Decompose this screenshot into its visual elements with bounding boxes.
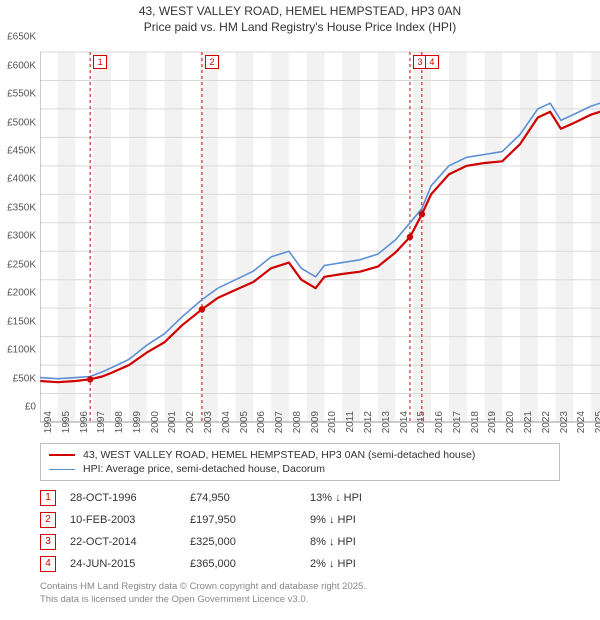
x-tick-label: 2017 [452, 411, 463, 433]
x-tick-label: 2021 [523, 411, 534, 433]
sale-list: 1 28-OCT-1996£74,95013% ↓ HPI 2 10-FEB-2003… [40, 487, 560, 575]
x-tick-label: 2000 [150, 411, 161, 433]
legend-label: HPI: Average price, semi-detached house,… [83, 463, 325, 475]
sale-date: 10-FEB-2003 [70, 514, 190, 526]
license-text: Contains HM Land Registry data © Crown c… [40, 581, 560, 606]
x-tick-label: 2024 [576, 411, 587, 433]
title-line-2: Price paid vs. HM Land Registry's House … [8, 20, 592, 36]
x-tick-label: 2023 [559, 411, 570, 433]
sale-delta-vs-hpi: 13% ↓ HPI [310, 492, 430, 504]
y-tick-label: £600K [7, 60, 36, 71]
x-tick-label: 2009 [310, 411, 321, 433]
y-tick-label: £300K [7, 231, 36, 242]
x-tick-label: 2006 [256, 411, 267, 433]
x-tick-label: 2013 [381, 411, 392, 433]
x-tick-label: 2014 [399, 411, 410, 433]
x-tick-label: 2004 [221, 411, 232, 433]
y-tick-label: £250K [7, 259, 36, 270]
x-tick-label: 1994 [43, 411, 54, 433]
x-tick-label: 1995 [61, 411, 72, 433]
x-tick-label: 2015 [416, 411, 427, 433]
sale-date: 24-JUN-2015 [70, 558, 190, 570]
sale-row: 1 28-OCT-1996£74,95013% ↓ HPI [40, 487, 560, 509]
sale-index-badge: 1 [40, 490, 56, 506]
legend-swatch [49, 454, 75, 456]
x-tick-label: 2012 [363, 411, 374, 433]
x-tick-label: 2011 [345, 411, 356, 433]
x-tick-label: 1998 [114, 411, 125, 433]
x-tick-label: 2003 [203, 411, 214, 433]
sale-row: 2 10-FEB-2003£197,9509% ↓ HPI [40, 509, 560, 531]
legend-row: 43, WEST VALLEY ROAD, HEMEL HEMPSTEAD, H… [49, 448, 551, 462]
legend-label: 43, WEST VALLEY ROAD, HEMEL HEMPSTEAD, H… [83, 449, 475, 461]
sale-date: 28-OCT-1996 [70, 492, 190, 504]
x-tick-label: 2025 [594, 411, 600, 433]
x-tick-label: 2002 [185, 411, 196, 433]
sale-index-badge: 3 [40, 534, 56, 550]
sale-marker-badge: 2 [205, 55, 219, 69]
sale-delta-vs-hpi: 2% ↓ HPI [310, 558, 430, 570]
legend-row: HPI: Average price, semi-detached house,… [49, 462, 551, 476]
x-tick-label: 2016 [434, 411, 445, 433]
x-tick-label: 1999 [132, 411, 143, 433]
license-line-1: Contains HM Land Registry data © Crown c… [40, 581, 560, 593]
y-tick-label: £550K [7, 89, 36, 100]
x-tick-label: 2019 [487, 411, 498, 433]
sale-delta-vs-hpi: 8% ↓ HPI [310, 536, 430, 548]
sale-index-badge: 4 [40, 556, 56, 572]
sale-price: £197,950 [190, 514, 310, 526]
legend-swatch [49, 469, 75, 470]
chart-svg [40, 37, 600, 437]
chart-area: £0£50K£100K£150K£200K£250K£300K£350K£400… [40, 37, 600, 437]
y-tick-label: £150K [7, 316, 36, 327]
x-tick-label: 2008 [292, 411, 303, 433]
title-line-1: 43, WEST VALLEY ROAD, HEMEL HEMPSTEAD, H… [8, 4, 592, 20]
x-tick-label: 1996 [79, 411, 90, 433]
x-tick-label: 1997 [96, 411, 107, 433]
y-tick-label: £200K [7, 288, 36, 299]
y-tick-label: £650K [7, 32, 36, 43]
x-tick-label: 2005 [239, 411, 250, 433]
sale-price: £74,950 [190, 492, 310, 504]
sale-row: 4 24-JUN-2015£365,0002% ↓ HPI [40, 553, 560, 575]
sale-delta-vs-hpi: 9% ↓ HPI [310, 514, 430, 526]
x-tick-label: 2020 [505, 411, 516, 433]
x-tick-label: 2001 [167, 411, 178, 433]
sale-price: £365,000 [190, 558, 310, 570]
y-tick-label: £350K [7, 202, 36, 213]
sale-date: 22-OCT-2014 [70, 536, 190, 548]
y-tick-label: £0 [25, 402, 36, 413]
sale-row: 3 22-OCT-2014£325,0008% ↓ HPI [40, 531, 560, 553]
x-tick-label: 2007 [274, 411, 285, 433]
y-tick-label: £500K [7, 117, 36, 128]
sale-index-badge: 2 [40, 512, 56, 528]
legend: 43, WEST VALLEY ROAD, HEMEL HEMPSTEAD, H… [40, 443, 560, 481]
x-tick-label: 2010 [327, 411, 338, 433]
chart-title-block: 43, WEST VALLEY ROAD, HEMEL HEMPSTEAD, H… [0, 0, 600, 37]
sale-marker-badge: 4 [425, 55, 439, 69]
y-tick-label: £400K [7, 174, 36, 185]
license-line-2: This data is licensed under the Open Gov… [40, 594, 560, 606]
x-tick-label: 2022 [541, 411, 552, 433]
y-tick-label: £100K [7, 345, 36, 356]
sale-price: £325,000 [190, 536, 310, 548]
sale-marker-badge: 1 [93, 55, 107, 69]
y-tick-label: £450K [7, 146, 36, 157]
x-tick-label: 2018 [470, 411, 481, 433]
y-tick-label: £50K [13, 373, 36, 384]
y-axis: £0 £50K £100K £150K £200K £250K £300K £350K £400… [0, 37, 40, 437]
